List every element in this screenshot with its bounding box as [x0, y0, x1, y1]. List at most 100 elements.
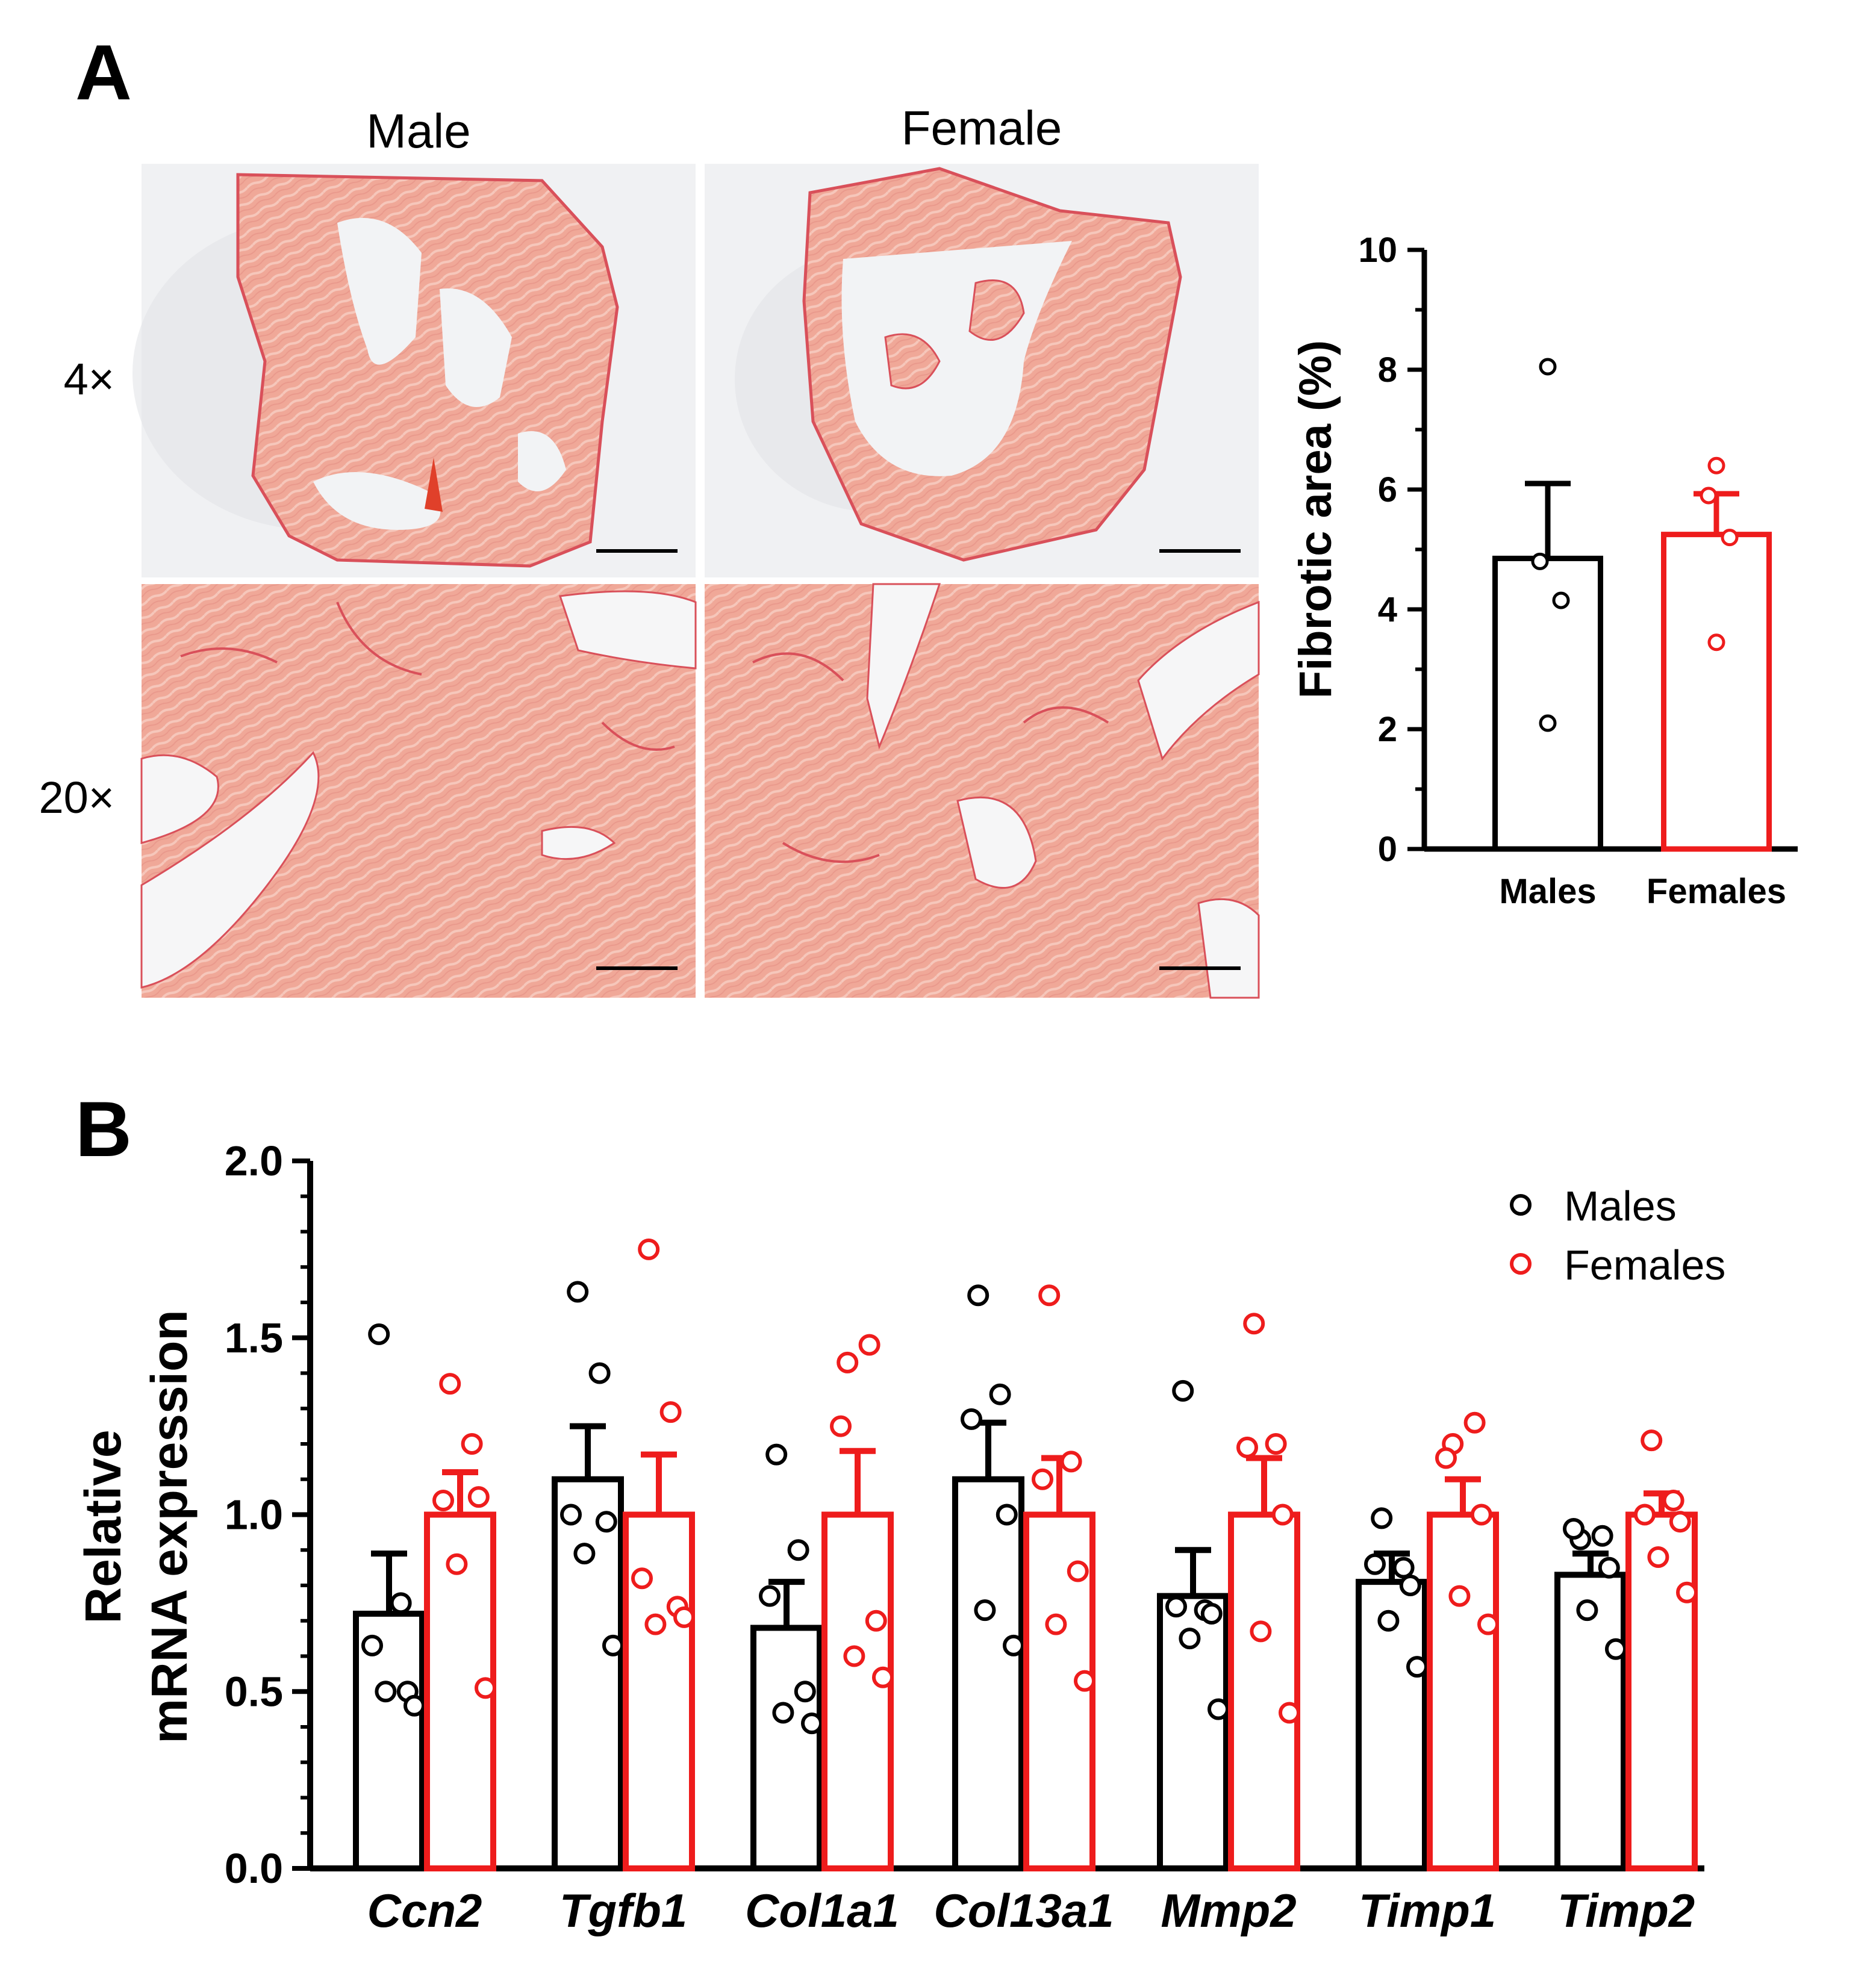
data-point — [1662, 1490, 1684, 1511]
data-point — [1406, 1656, 1428, 1678]
legend-label-females: Females — [1564, 1242, 1725, 1289]
data-point — [446, 1553, 468, 1575]
micrograph-male-20x — [140, 584, 697, 998]
fibrotic-area-chart: 0 2 4 6 8 10 Fibrotic area (%) Males Females — [1290, 231, 1798, 911]
y-tick-label: 0 — [1378, 830, 1397, 869]
data-point — [865, 1609, 887, 1632]
data-point — [1605, 1638, 1627, 1660]
bar-timp2-females — [1625, 1511, 1698, 1871]
data-point — [1552, 591, 1570, 609]
data-point — [801, 1712, 823, 1735]
micrograph-female-20x — [705, 583, 1260, 999]
x-category-label: Ccn2 — [367, 1884, 482, 1937]
data-point — [1634, 1504, 1656, 1526]
data-point — [560, 1504, 582, 1526]
bar-mmp2-females — [1228, 1511, 1300, 1871]
data-point — [390, 1592, 412, 1614]
data-point — [872, 1666, 894, 1688]
y-tick-label: 2.0 — [225, 1137, 283, 1184]
bar-timp1-females — [1427, 1511, 1499, 1871]
data-point — [1539, 358, 1557, 376]
data-point — [1250, 1620, 1272, 1643]
column-label-female: Female — [902, 101, 1062, 155]
mrna-expression-chart: 0.0 0.5 1.0 1.5 2.0 Relative mRNA expression Cc… — [75, 1137, 1725, 1937]
bar-females — [1661, 532, 1772, 852]
data-point — [1477, 1613, 1499, 1635]
data-point — [1399, 1575, 1421, 1596]
x-category-label: Tgfb1 — [559, 1884, 687, 1937]
micrograph-female-4x — [705, 164, 1259, 577]
legend-label-males: Males — [1564, 1183, 1677, 1230]
data-point — [1591, 1525, 1613, 1547]
data-point — [631, 1567, 653, 1590]
data-point — [432, 1490, 454, 1511]
data-point — [1707, 456, 1725, 474]
x-category-label: Timp1 — [1359, 1884, 1496, 1937]
bar-tgfb1-males — [552, 1476, 624, 1871]
x-category-label: Mmp2 — [1161, 1884, 1296, 1937]
y-tick-label: 0.5 — [225, 1668, 283, 1715]
y-tick-label: 1.0 — [225, 1491, 283, 1538]
data-point — [1243, 1313, 1265, 1335]
data-point — [475, 1677, 496, 1699]
data-point — [1669, 1511, 1691, 1533]
data-point — [765, 1443, 788, 1466]
data-point — [1531, 552, 1549, 570]
data-point — [368, 1323, 390, 1345]
y-tick-label: 4 — [1378, 590, 1397, 629]
data-point — [595, 1511, 617, 1533]
data-point — [858, 1334, 880, 1356]
y-tick-label: 6 — [1378, 470, 1397, 509]
data-point — [794, 1681, 816, 1703]
data-point — [361, 1634, 383, 1656]
data-point — [1265, 1433, 1287, 1455]
data-point — [1364, 1553, 1386, 1575]
legend-marker-males — [1510, 1194, 1532, 1216]
micrograph-male-4x — [132, 164, 696, 577]
data-point — [673, 1606, 695, 1628]
data-point — [1448, 1585, 1471, 1607]
data-point — [1074, 1670, 1095, 1692]
data-point — [1598, 1556, 1620, 1579]
x-category-label: Males — [1499, 872, 1596, 911]
data-point — [961, 1408, 982, 1430]
data-point — [1208, 1698, 1229, 1720]
data-point — [1707, 633, 1725, 652]
bar-timp2-males — [1554, 1572, 1627, 1871]
y-tick-label: 8 — [1378, 350, 1397, 390]
data-point — [1377, 1609, 1400, 1632]
data-point — [1700, 487, 1718, 505]
data-point — [1576, 1599, 1598, 1622]
data-point — [602, 1634, 624, 1656]
data-point — [1179, 1628, 1201, 1650]
data-point — [1172, 1379, 1194, 1402]
data-point — [1647, 1546, 1669, 1568]
data-point — [1463, 1411, 1486, 1434]
data-point — [1641, 1429, 1663, 1452]
bar-col1a1-females — [821, 1511, 894, 1871]
data-point — [1470, 1504, 1492, 1526]
data-point — [638, 1238, 660, 1260]
bar-col1a1-males — [750, 1625, 823, 1871]
y-tick-label: 2 — [1378, 710, 1397, 749]
x-category-label: Col13a1 — [933, 1884, 1114, 1937]
data-point — [467, 1486, 490, 1508]
panel-label-a: A — [75, 28, 132, 116]
x-category-label: Timp2 — [1557, 1884, 1695, 1937]
data-point — [837, 1351, 859, 1373]
data-point — [1435, 1447, 1457, 1469]
data-point — [1371, 1507, 1393, 1529]
legend-marker-females — [1510, 1253, 1532, 1275]
data-point — [996, 1504, 1018, 1526]
data-point — [772, 1702, 794, 1724]
bar-col13a1-males — [952, 1476, 1024, 1871]
data-point — [439, 1373, 461, 1395]
data-point — [1271, 1504, 1294, 1526]
data-point — [787, 1539, 809, 1561]
row-label-4x: 4× — [64, 354, 114, 404]
data-point — [830, 1415, 852, 1437]
data-point — [1038, 1284, 1061, 1307]
data-point — [567, 1281, 589, 1303]
y-axis-title-line2: mRNA expression — [141, 1310, 198, 1743]
